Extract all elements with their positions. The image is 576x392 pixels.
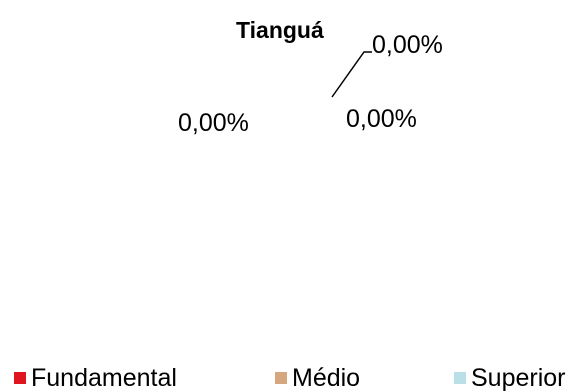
legend-swatch-superior [454, 372, 466, 384]
legend-item-superior: Superior [454, 364, 566, 392]
data-label-superior: 0,00% [346, 105, 417, 133]
legend-item-medio: Médio [275, 364, 360, 392]
data-label-fundamental: 0,00% [372, 31, 443, 59]
legend-swatch-medio [275, 372, 287, 384]
legend-label-medio: Médio [292, 364, 361, 392]
legend-swatch-fundamental [14, 372, 26, 384]
leader-line-top [331, 51, 372, 98]
legend-item-fundamental: Fundamental [14, 364, 177, 392]
legend-label-fundamental: Fundamental [31, 364, 177, 392]
legend-label-superior: Superior [471, 364, 566, 392]
chart-title: Tianguá [236, 17, 324, 43]
data-label-medio: 0,00% [178, 109, 249, 137]
